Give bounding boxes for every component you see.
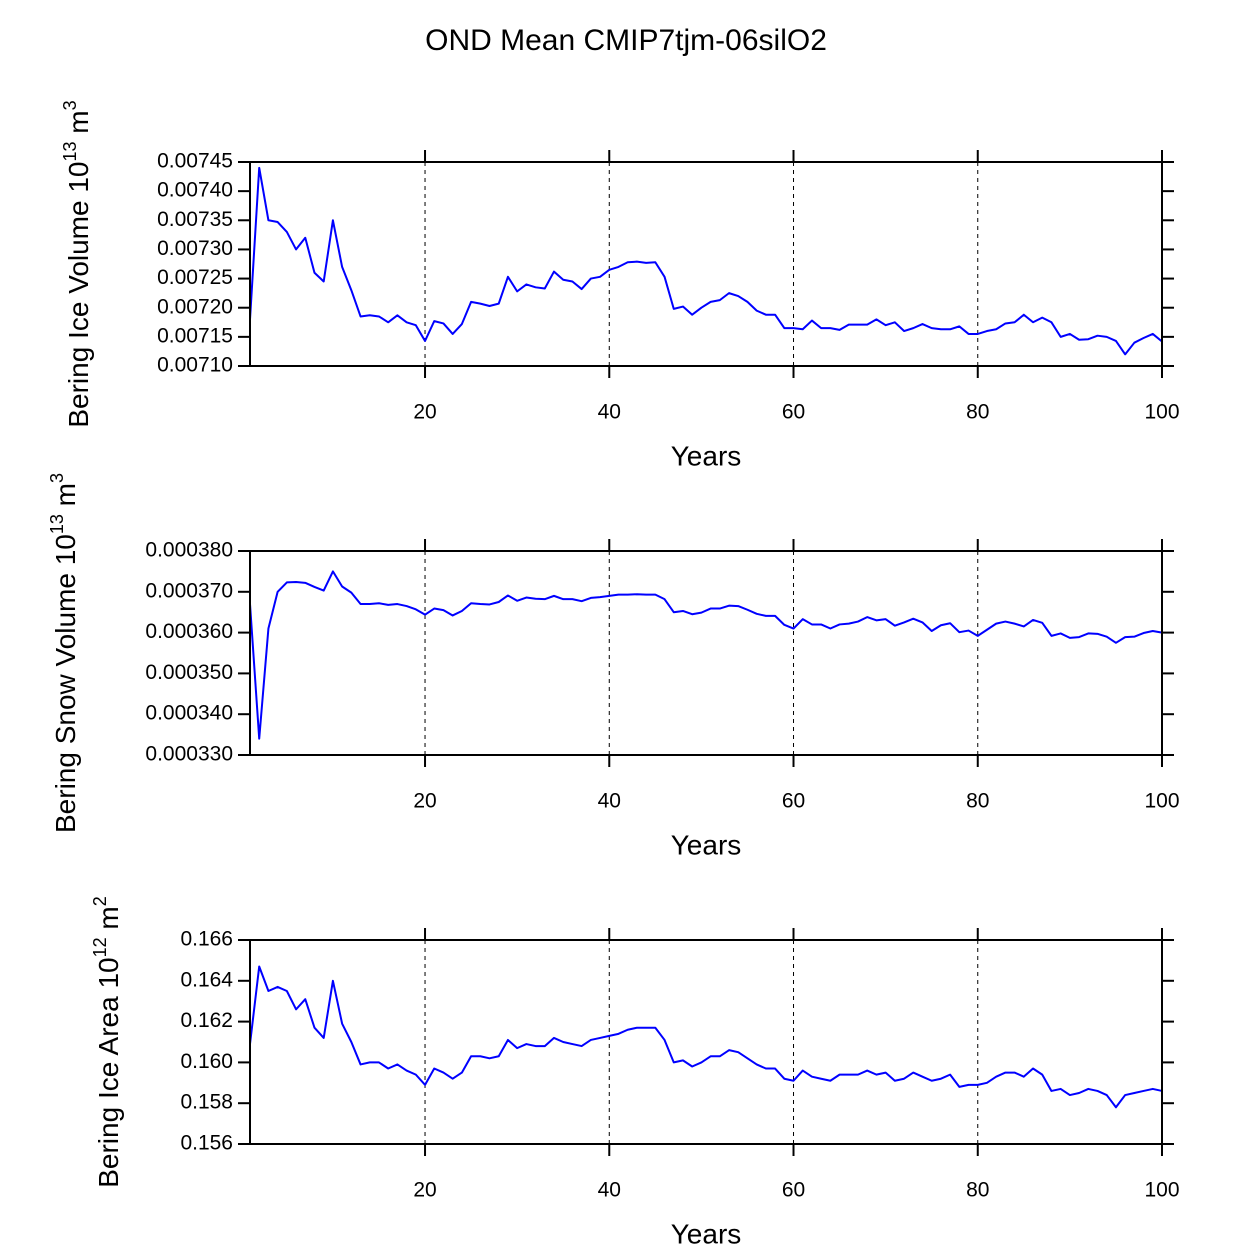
chart-title: OND Mean CMIP7tjm-06silO2 (425, 24, 827, 57)
y-tick-label: 0.000360 (145, 620, 233, 643)
y-tick-label: 0.166 (180, 928, 233, 951)
x-tick-label: 40 (598, 790, 621, 813)
plot-frame (249, 161, 1163, 367)
x-tick-label: 60 (782, 401, 805, 424)
y-axis-title-part: Bering Ice Area 10 (93, 957, 124, 1187)
x-tick-label: 80 (966, 790, 989, 813)
y-axis-title: Bering Ice Area 1012 m2 (90, 896, 124, 1188)
y-tick-label: 0.000340 (145, 702, 233, 725)
y-tick-label: 0.00730 (157, 237, 233, 260)
data-line (249, 965, 1163, 1109)
x-tick-label: 20 (413, 790, 436, 813)
x-tick-label: 100 (1144, 790, 1179, 813)
data-line (249, 166, 1163, 356)
y-tick-label: 0.00745 (157, 150, 233, 173)
plot-frame (249, 939, 1163, 1145)
plot-frame (249, 550, 1163, 756)
y-tick-label: 0.00725 (157, 266, 233, 289)
y-axis-title-exponent: 3 (47, 473, 67, 483)
y-tick-label: 0.162 (180, 1009, 233, 1032)
y-tick-label: 0.164 (180, 968, 233, 991)
y-axis-title: Bering Snow Volume 1013 m3 (47, 473, 81, 833)
y-axis-title-exponent: 3 (60, 100, 80, 110)
y-axis-title-part: m (93, 906, 124, 937)
y-tick-label: 0.000370 (145, 579, 233, 602)
y-tick-label: 0.000380 (145, 539, 233, 562)
x-tick-label: 100 (1144, 1179, 1179, 1202)
y-axis-title-exponent: 13 (60, 141, 80, 161)
y-axis-title-exponent: 12 (90, 937, 110, 957)
y-tick-label: 0.000330 (145, 743, 233, 766)
y-axis-title: Bering Ice Volume 1013 m3 (60, 100, 94, 427)
y-axis-title-part: Bering Snow Volume 10 (50, 534, 81, 833)
y-tick-label: 0.00740 (157, 179, 233, 202)
x-tick-label: 80 (966, 401, 989, 424)
y-tick-label: 0.00710 (157, 354, 233, 377)
x-tick-label: 60 (782, 790, 805, 813)
y-axis-title-part: m (50, 483, 81, 514)
y-tick-label: 0.156 (180, 1132, 233, 1155)
x-tick-label: 100 (1144, 401, 1179, 424)
data-line (249, 570, 1163, 740)
y-axis-title-exponent: 2 (90, 896, 110, 906)
x-tick-label: 60 (782, 1179, 805, 1202)
y-axis-title-part: m (63, 110, 94, 141)
x-tick-label: 80 (966, 1179, 989, 1202)
y-axis-title-part: Bering Ice Volume 10 (63, 161, 94, 427)
x-tick-label: 20 (413, 1179, 436, 1202)
y-tick-label: 0.158 (180, 1091, 233, 1114)
x-tick-label: 40 (598, 401, 621, 424)
y-tick-label: 0.00735 (157, 208, 233, 231)
x-tick-label: 20 (413, 401, 436, 424)
x-axis-title: Years (671, 440, 742, 471)
y-tick-label: 0.160 (180, 1050, 233, 1073)
x-tick-label: 40 (598, 1179, 621, 1202)
y-tick-label: 0.000350 (145, 661, 233, 684)
x-axis-title: Years (671, 829, 742, 860)
y-tick-label: 0.00715 (157, 324, 233, 347)
y-tick-label: 0.00720 (157, 295, 233, 318)
y-axis-title-exponent: 13 (47, 514, 67, 534)
x-axis-title: Years (671, 1218, 742, 1249)
